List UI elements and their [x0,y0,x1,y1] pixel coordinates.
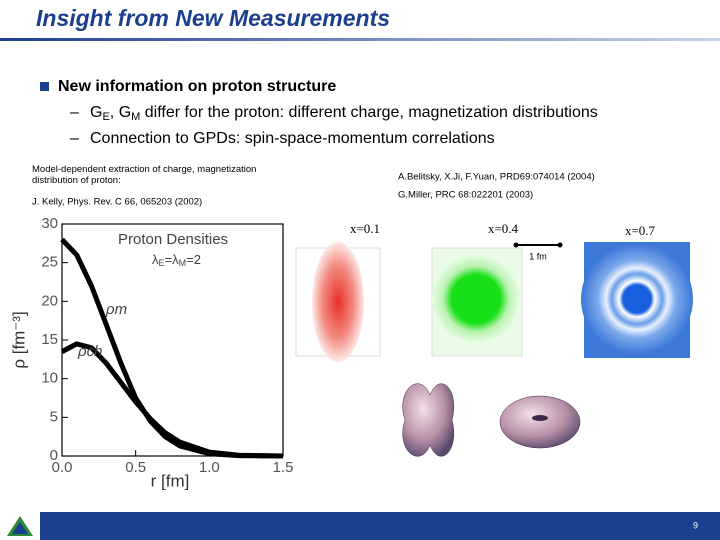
text: Connection to GPDs: spin-space-momentum … [90,130,495,147]
title-rule [0,38,720,41]
annotation-part: =2 [186,252,201,267]
reference: J. Kelly, Phys. Rev. C 66, 065203 (2002) [32,197,202,208]
dash: – [70,130,79,147]
subscript: M [131,111,140,123]
text: differ for the proton: different charge,… [140,104,597,121]
x-tick-label: 0.5 [125,459,146,476]
series-label: ρm [105,301,127,318]
subscript: E [102,111,109,123]
y-tick-label: 25 [41,254,58,271]
x-tick-label: 1.0 [199,459,220,476]
footer-bar [0,512,720,540]
text: , G [110,104,131,121]
scale-label: 1 fm [529,251,547,261]
caption: Model-dependent extraction of charge, ma… [32,164,257,186]
density-band [60,341,284,459]
density-image [312,242,364,362]
bullet-marker [40,82,49,91]
scale-end [557,242,563,248]
caption-box: Model-dependent extraction of charge, ma… [32,164,257,186]
reference: A.Belitsky, X.Ji, F.Yuan, PRD69:074014 (… [398,172,595,183]
y-tick-label: 30 [41,215,58,232]
y-tick-label: 0 [50,447,58,464]
chart: 0 5 10 15 20 25 30 0.0 0.5 1.0 1.5 r [fm] ρ [fm⁻³] Pr… [9,215,293,491]
logo [12,522,28,534]
shape-3d [402,383,454,457]
annotation-part: M [179,258,187,268]
slide-title: Insight from New Measurements [36,5,390,31]
annotation-part: =λ [165,252,180,267]
dash: – [70,104,79,121]
y-axis-label: ρ [fm⁻³] [9,311,28,368]
reference: G.Miller, PRC 68:022201 (2003) [398,190,533,201]
page-number: 9 [693,520,698,530]
y-tick-label: 10 [41,370,58,387]
image-label: x=0.4 [488,221,519,236]
text: G [90,104,102,121]
y-tick-label: 20 [41,292,58,309]
shape-3d [499,395,581,449]
y-tick-label: 5 [50,408,58,425]
image-label: x=0.1 [350,221,380,236]
y-tick-label: 15 [41,331,58,348]
annotation-part: λ [152,252,159,267]
chart-title: Proton Densities [118,231,228,248]
density-image [432,255,520,343]
shape-hole [532,415,548,421]
annotation-part: E [159,258,165,268]
x-tick-label: 1.5 [273,459,294,476]
sub-bullet: GE, GM differ for the proton: different … [90,104,598,123]
image-label: x=0.7 [625,223,656,238]
scale-end [513,242,519,248]
density-image [581,243,693,355]
x-tick-label: 0.0 [52,459,73,476]
series-label: ρch [77,343,102,360]
x-axis-label: r [fm] [151,471,190,490]
bullet: New information on proton structure [58,78,336,95]
annotation: λE=λM=2 [152,252,201,268]
sub-bullet: Connection to GPDs: spin-space-momentum … [90,130,495,147]
